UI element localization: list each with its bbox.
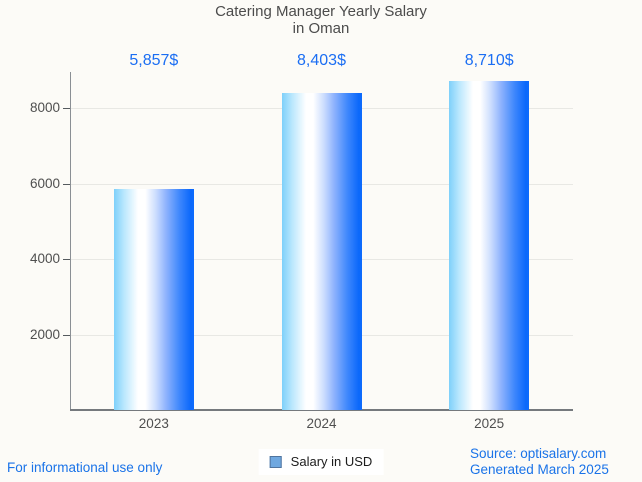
chart-title: Catering Manager Yearly Salary in Oman xyxy=(0,3,642,37)
bar-value-label-2023: 5,857$ xyxy=(129,52,179,69)
x-axis-label-2024: 2024 xyxy=(306,416,337,431)
legend-item-salary-in-usd[interactable]: Salary in USD xyxy=(258,449,384,475)
y-tick-mark-6000 xyxy=(63,184,70,185)
bar-2023 xyxy=(113,188,194,410)
bar-2024 xyxy=(281,92,362,410)
y-tick-label-4000: 4000 xyxy=(29,251,60,266)
y-axis-line xyxy=(70,72,71,411)
disclaimer-text: For informational use only xyxy=(7,460,163,475)
x-axis-label-2023: 2023 xyxy=(138,416,169,431)
y-tick-mark-4000 xyxy=(63,259,70,260)
x-axis-label-2025: 2025 xyxy=(474,416,505,431)
y-tick-mark-2000 xyxy=(63,335,70,336)
bar-value-label-2025: 8,710$ xyxy=(464,52,514,69)
footer-source-block: Source: optisalary.com Generated March 2… xyxy=(470,446,609,477)
y-tick-label-8000: 8000 xyxy=(29,100,60,115)
bar-2025 xyxy=(449,81,530,410)
generated-date: Generated March 2025 xyxy=(470,461,609,477)
bar-value-label-2024: 8,403$ xyxy=(297,52,346,69)
chart-title-line1: Catering Manager Yearly Salary xyxy=(215,3,427,20)
legend-marker-square xyxy=(269,455,282,468)
y-tick-label-2000: 2000 xyxy=(29,327,60,342)
x-axis-line xyxy=(70,409,573,411)
chart-title-line2: in Oman xyxy=(292,20,350,37)
y-tick-mark-8000 xyxy=(63,108,70,109)
source-link[interactable]: Source: optisalary.com xyxy=(470,446,607,461)
legend-label: Salary in USD xyxy=(290,454,373,469)
y-tick-label-6000: 6000 xyxy=(29,176,60,191)
